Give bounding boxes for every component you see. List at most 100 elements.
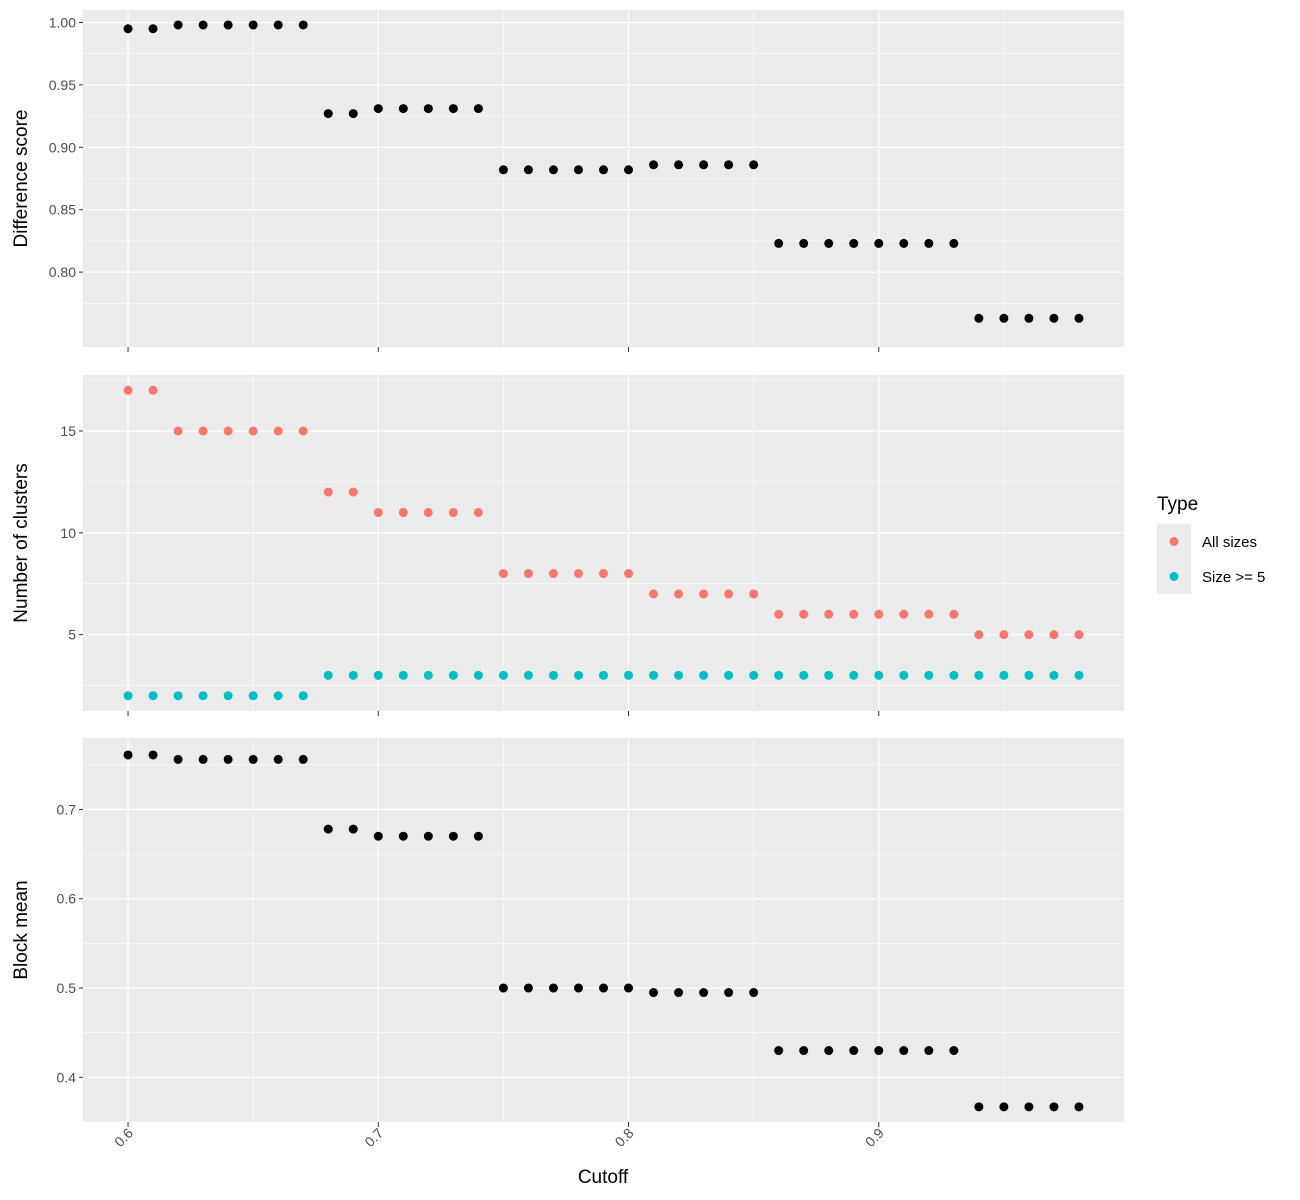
data-point: [849, 670, 859, 680]
data-point: [548, 569, 558, 579]
data-point: [1024, 670, 1034, 680]
data-point: [799, 670, 809, 680]
data-point: [774, 609, 784, 619]
data-point: [649, 988, 659, 998]
data-point: [348, 487, 358, 497]
data-point: [348, 109, 358, 119]
data-point: [699, 670, 709, 680]
data-point: [599, 165, 608, 175]
data-point: [899, 238, 909, 248]
data-point: [824, 238, 834, 248]
data-point: [649, 670, 659, 680]
legend: Type All sizes Size >= 5: [1157, 494, 1265, 594]
data-point: [148, 750, 158, 760]
panel-background: [83, 375, 1124, 711]
data-point: [323, 487, 333, 497]
data-point: [273, 691, 283, 701]
data-point: [273, 20, 283, 30]
data-point: [523, 569, 533, 579]
data-point: [924, 238, 934, 248]
data-point: [498, 569, 508, 579]
data-point: [624, 569, 634, 579]
y-tick-label: 0.6: [57, 891, 77, 907]
data-point: [123, 750, 133, 760]
data-point: [599, 569, 608, 579]
data-point: [774, 238, 784, 248]
series-1: [123, 20, 1084, 323]
y-tick-label: 10: [60, 525, 76, 541]
data-point: [473, 831, 483, 841]
data-point: [323, 670, 333, 680]
data-point: [799, 238, 809, 248]
data-point: [573, 165, 583, 175]
data-point: [749, 670, 759, 680]
series-1: [123, 385, 1084, 640]
data-point: [273, 426, 283, 436]
data-point: [949, 1046, 959, 1056]
panel-2: 5 10 15 Number of clusters: [11, 375, 1124, 716]
data-point: [148, 24, 158, 34]
data-point: [624, 670, 634, 680]
series-2: [123, 670, 1084, 701]
data-point: [348, 824, 358, 834]
x-tick-label: 0.8: [612, 1125, 637, 1150]
data-point: [523, 670, 533, 680]
data-point: [523, 983, 533, 993]
x-tick-label: 0.9: [862, 1125, 887, 1150]
data-point: [248, 754, 258, 764]
data-point: [498, 165, 508, 175]
data-point: [173, 754, 183, 764]
data-point: [498, 670, 508, 680]
data-point: [999, 313, 1009, 323]
data-point: [624, 983, 634, 993]
data-point: [523, 165, 533, 175]
series-1: [123, 750, 1084, 1112]
data-point: [573, 569, 583, 579]
data-point: [999, 630, 1009, 640]
data-point: [724, 670, 734, 680]
data-point: [874, 238, 884, 248]
data-point: [173, 20, 183, 30]
data-point: [924, 1046, 934, 1056]
data-point: [824, 609, 834, 619]
data-point: [724, 988, 734, 998]
data-point: [749, 589, 759, 599]
data-point: [473, 670, 483, 680]
data-point: [1024, 313, 1034, 323]
data-point: [699, 988, 709, 998]
data-point: [448, 670, 458, 680]
data-point: [473, 507, 483, 517]
x-axis-title: Cutoff: [578, 1167, 629, 1188]
data-point: [1074, 630, 1084, 640]
data-point: [373, 104, 383, 114]
x-tick-label: 0.7: [361, 1125, 386, 1150]
y-axis-title: Number of clusters: [11, 463, 32, 622]
y-tick-label: 0.85: [49, 202, 76, 218]
data-point: [198, 20, 208, 30]
panel-background: [83, 738, 1124, 1122]
y-tick-label: 1.00: [49, 14, 76, 30]
data-point: [1049, 313, 1059, 323]
data-point: [599, 670, 608, 680]
data-point: [724, 589, 734, 599]
data-point: [123, 24, 133, 34]
data-point: [1074, 313, 1084, 323]
y-tick-label: 0.5: [57, 980, 77, 996]
data-point: [749, 160, 759, 170]
legend-item: Size >= 5: [1157, 559, 1265, 594]
data-point: [949, 670, 959, 680]
data-point: [824, 1046, 834, 1056]
y-tick-label: 0.80: [49, 264, 76, 280]
y-tick-label: 0.90: [49, 139, 76, 155]
data-point: [924, 670, 934, 680]
data-point: [573, 670, 583, 680]
data-point: [849, 1046, 859, 1056]
data-point: [298, 691, 308, 701]
data-point: [423, 104, 433, 114]
data-point: [824, 670, 834, 680]
data-point: [223, 691, 233, 701]
data-point: [1049, 630, 1059, 640]
data-point: [974, 1102, 984, 1112]
data-point: [674, 988, 684, 998]
data-point: [774, 1046, 784, 1056]
